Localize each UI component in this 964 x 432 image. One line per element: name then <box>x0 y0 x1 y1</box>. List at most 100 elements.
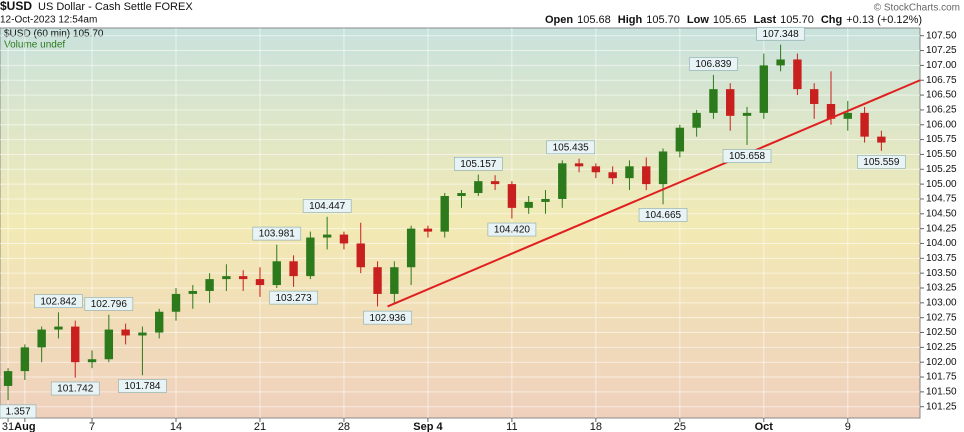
annotation-label: 105.658 <box>729 151 766 162</box>
candle-body <box>507 184 517 208</box>
candle-body <box>843 112 852 119</box>
candle-body <box>440 195 449 232</box>
annotation-box <box>302 199 352 213</box>
candle-body <box>608 172 617 179</box>
annotation-label: 107.348 <box>763 29 800 40</box>
y-tick-label: 103.50 <box>926 268 957 279</box>
annotation-label: 101.742 <box>57 384 94 395</box>
x-tick-label: Aug <box>14 421 35 432</box>
x-tick-label: 28 <box>338 421 350 432</box>
candle-body <box>155 311 164 333</box>
candle-body <box>826 103 836 119</box>
candle-body <box>642 166 651 185</box>
candle-body <box>3 371 13 386</box>
candle-body <box>675 127 685 152</box>
trendline <box>387 79 921 308</box>
candle-body <box>793 59 802 90</box>
quote-value: +0.13 (+0.12%) <box>846 14 922 26</box>
y-tick-label: 101.25 <box>926 401 957 412</box>
y-tick-label: 102.25 <box>926 342 957 353</box>
x-tick-label: 11 <box>506 421 517 432</box>
candle-body <box>322 234 332 238</box>
y-tick-label: 105.50 <box>926 149 957 160</box>
annotation-label: 104.447 <box>309 201 346 212</box>
candle-body <box>474 181 483 194</box>
annotation-box <box>487 222 537 237</box>
plot-area <box>0 27 921 419</box>
annotation-box <box>857 155 906 169</box>
x-tick-label: 14 <box>170 421 182 432</box>
annotation-box <box>722 149 772 163</box>
candle-body <box>54 326 63 330</box>
quote-label: Low <box>687 14 709 26</box>
candle-body <box>272 261 281 286</box>
annotation-box <box>50 381 100 396</box>
annotation-label: 106.839 <box>695 59 732 70</box>
annotation-box <box>756 26 805 41</box>
candle-body <box>776 59 785 66</box>
candle-body <box>692 112 701 128</box>
y-tick-label: 101.75 <box>926 372 957 383</box>
y-tick-label: 102.00 <box>926 357 957 368</box>
annotation-box <box>0 404 37 419</box>
candle-body <box>423 228 433 232</box>
y-tick-label: 106.00 <box>926 119 957 130</box>
candle-body <box>558 163 567 199</box>
y-tick-label: 106.75 <box>926 75 957 86</box>
y-tick-label: 104.50 <box>926 208 957 219</box>
y-tick-label: 103.00 <box>926 297 957 308</box>
annotation-box <box>118 379 167 393</box>
annotation-label: 103.981 <box>259 229 296 240</box>
candle-body <box>188 290 197 294</box>
y-tick-label: 103.75 <box>926 253 957 264</box>
legend-volume: Volume undef <box>4 40 65 51</box>
candle-body <box>222 276 231 280</box>
x-tick-label: 7 <box>89 421 95 432</box>
symbol: $USD <box>0 0 32 13</box>
candle-body <box>37 329 46 348</box>
x-tick-label: 18 <box>590 421 602 432</box>
candle-body <box>457 193 466 196</box>
candle-body <box>726 89 735 116</box>
annotation-label: 103.273 <box>275 293 312 304</box>
legend-price: $USD (60 min) 105.70 <box>4 29 104 40</box>
x-tick-label: Oct <box>755 421 774 432</box>
y-tick-label: 102.50 <box>926 327 957 338</box>
x-tick-label: Sep 4 <box>413 421 443 432</box>
candle-body <box>339 234 349 244</box>
x-tick-label: 25 <box>674 421 686 432</box>
x-tick-label: 21 <box>254 421 266 432</box>
candle-body <box>709 89 718 113</box>
candle-body <box>171 293 181 312</box>
annotation-label: 102.936 <box>370 313 407 324</box>
y-tick-label: 107.25 <box>926 45 957 56</box>
annotation-box <box>34 294 83 309</box>
y-tick-label: 105.25 <box>926 164 957 175</box>
candle-body <box>541 198 550 202</box>
candle-body <box>390 267 399 294</box>
quote-value: 105.68 <box>577 14 611 26</box>
quote-label: Open <box>545 14 573 26</box>
y-tick-label: 107.00 <box>926 60 957 71</box>
candle-body <box>490 181 500 185</box>
candle-body <box>71 326 80 363</box>
y-tick-label: 106.25 <box>926 105 957 116</box>
x-tick-label: 31 <box>2 421 14 432</box>
candle-body <box>373 267 382 294</box>
annotation-box <box>454 156 503 171</box>
quote-value: 105.70 <box>780 14 814 26</box>
candle-body <box>205 279 214 291</box>
copyright: © StockCharts.com <box>874 3 960 14</box>
y-tick-label: 105.00 <box>926 179 957 190</box>
annotation-label: 105.435 <box>553 142 590 153</box>
candle-body <box>591 166 601 173</box>
annotation-label: 101.784 <box>124 381 161 392</box>
x-tick-label: 9 <box>845 421 851 432</box>
annotation-box <box>363 310 412 325</box>
annotation-label: 102.842 <box>40 296 77 307</box>
timestamp: 12-Oct-2023 12:54am <box>0 15 97 26</box>
candle-body <box>877 136 886 143</box>
quote-value: 105.65 <box>713 14 747 26</box>
annotation-box <box>546 140 595 155</box>
